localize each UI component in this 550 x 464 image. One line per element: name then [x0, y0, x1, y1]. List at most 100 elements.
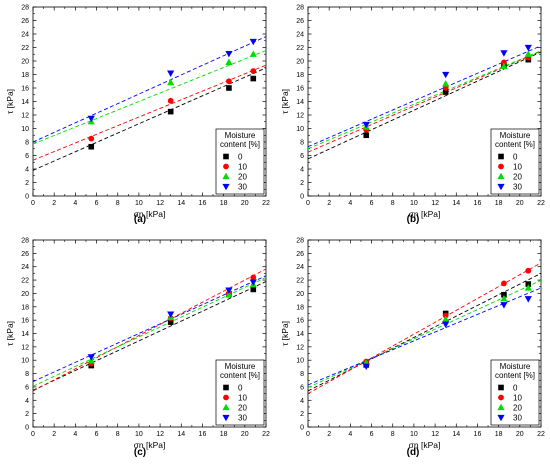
y-tick-label: 6 [300, 153, 304, 160]
data-point-0-4 [525, 281, 532, 287]
legend-entry-30: 30 [238, 414, 247, 423]
fit-line-0 [33, 67, 266, 171]
x-tick-label: 16 [199, 431, 207, 438]
data-point-30-4 [249, 279, 257, 286]
y-tick-label: 16 [296, 318, 304, 325]
panel-label: (b) [407, 214, 420, 225]
data-point-20-4 [524, 50, 532, 57]
x-tick-label: 4 [73, 200, 77, 207]
x-tick-label: 2 [327, 200, 331, 207]
x-tick-label: 10 [410, 431, 418, 438]
x-tick-label: 20 [516, 200, 524, 207]
y-tick-label: 0 [25, 425, 29, 432]
data-point-20-4 [249, 50, 257, 57]
x-tick-label: 6 [95, 200, 99, 207]
x-axis-label: σn [kPa] [134, 209, 166, 219]
data-point-20-2 [442, 315, 450, 323]
x-tick-label: 14 [452, 431, 460, 438]
chart-panel-4: 0 2 4 6 8 10 12 14 16 18 20 22024681012141618202224… [280, 238, 545, 459]
data-point-0-1 [363, 132, 370, 139]
y-tick-label: 20 [21, 291, 29, 298]
x-tick-label: 22 [537, 200, 545, 207]
data-point-30-2 [442, 321, 450, 328]
chart-panel-1: 0 2 4 6 8 10 12 14 16 18 20 22024681012141618202224… [5, 5, 270, 226]
x-tick-label: 16 [474, 200, 482, 207]
y-tick-label: 28 [21, 5, 29, 12]
data-point-0-4 [250, 75, 257, 82]
fit-line-0 [33, 281, 266, 391]
y-tick-label: 26 [296, 251, 304, 258]
data-point-0-2 [167, 108, 174, 115]
data-point-10-1 [88, 135, 95, 142]
legend-title: Moisture [500, 362, 531, 371]
y-tick-label: 12 [296, 113, 304, 120]
legend-entry-20: 20 [513, 404, 522, 413]
x-tick-label: 20 [241, 200, 249, 207]
x-tick-label: 18 [495, 200, 503, 207]
legend-marker-0 [498, 384, 504, 391]
legend-marker-0 [223, 153, 229, 160]
x-tick-label: 12 [156, 200, 164, 207]
data-point-30-2 [167, 70, 175, 77]
y-tick-label: 8 [300, 371, 304, 378]
legend-entry-20: 20 [238, 404, 247, 413]
y-tick-label: 26 [21, 251, 29, 258]
y-tick-label: 20 [21, 59, 29, 66]
data-point-20-3 [225, 58, 233, 65]
legend-title: Moisture [225, 131, 256, 140]
legend-entry-20: 20 [238, 173, 247, 182]
legend-marker-10 [498, 394, 504, 401]
x-tick-label: 8 [116, 200, 120, 207]
data-point-0-2 [167, 319, 174, 325]
data-point-20-3 [500, 62, 508, 69]
y-tick-label: 14 [21, 99, 29, 106]
data-point-10-3 [501, 59, 507, 66]
legend-title: content [%] [220, 140, 260, 149]
legend-entry-10: 10 [238, 394, 247, 403]
data-point-0-2 [442, 89, 449, 95]
x-tick-label: 4 [348, 200, 352, 207]
y-tick-label: 8 [300, 140, 304, 147]
legend-box [490, 359, 540, 426]
y-tick-label: 16 [21, 318, 29, 325]
x-tick-label: 6 [370, 200, 374, 207]
legend-box [490, 128, 540, 195]
y-tick-label: 24 [296, 32, 304, 39]
y-tick-label: 10 [296, 358, 304, 365]
data-point-20-4 [524, 284, 532, 291]
x-axis-label: σn [kPa] [409, 209, 441, 219]
legend-entry-10: 10 [513, 394, 522, 403]
legend-entry-20: 20 [513, 173, 522, 182]
data-point-10-2 [442, 312, 449, 319]
panel-label: (d) [407, 447, 420, 458]
y-tick-label: 18 [296, 304, 304, 311]
data-point-30-3 [500, 50, 508, 57]
x-tick-label: 2 [327, 431, 331, 438]
x-tick-label: 14 [452, 200, 460, 207]
data-point-10-4 [250, 68, 257, 75]
x-tick-label: 18 [220, 431, 228, 438]
data-point-10-3 [501, 280, 507, 287]
x-axis-label: σn [kPa] [409, 440, 441, 450]
y-tick-label: 4 [300, 167, 304, 174]
legend-entry-0: 0 [238, 153, 243, 162]
x-tick-label: 20 [516, 431, 524, 438]
y-tick-label: 2 [25, 411, 29, 418]
fit-line-10 [33, 268, 266, 392]
x-tick-label: 22 [537, 431, 545, 438]
data-point-20-3 [225, 290, 233, 298]
legend-marker-20 [497, 403, 505, 411]
x-tick-label: 22 [262, 200, 270, 207]
fit-line-20 [33, 277, 266, 387]
data-point-0-3 [226, 85, 232, 91]
y-tick-label: 18 [21, 72, 29, 79]
x-axis-label: σn [kPa] [134, 440, 166, 450]
y-tick-label: 2 [300, 411, 304, 418]
data-point-30-4 [524, 44, 532, 52]
y-tick-label: 0 [25, 194, 29, 201]
x-tick-label: 6 [95, 431, 99, 438]
y-axis-label: τ [kPa] [5, 321, 15, 346]
y-axis-label: τ [kPa] [5, 89, 15, 114]
y-tick-label: 26 [296, 18, 304, 25]
